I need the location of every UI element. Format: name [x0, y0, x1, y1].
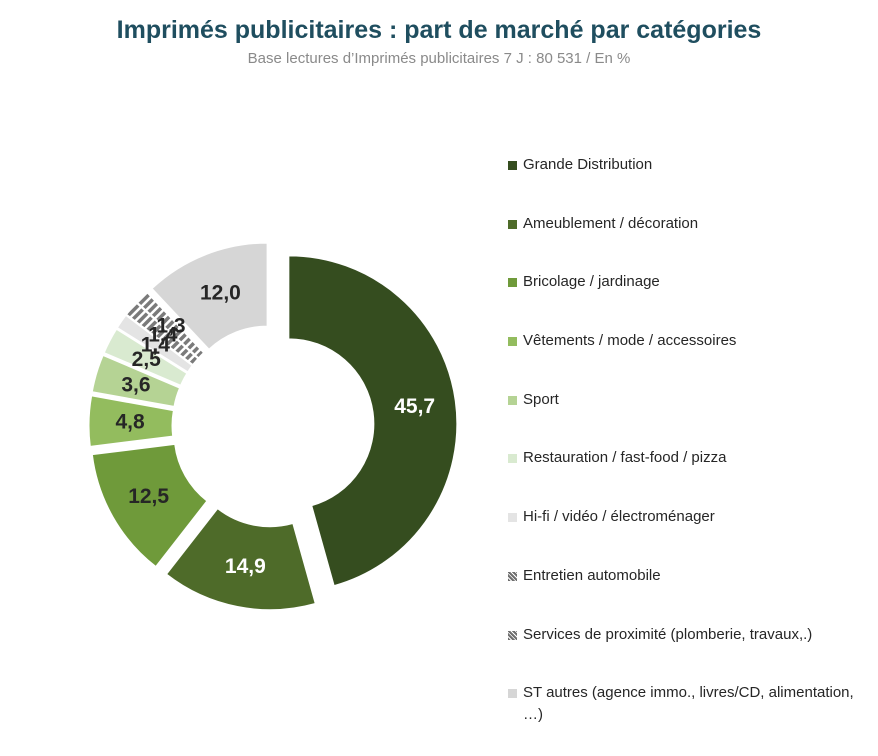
legend-item-sport: Sport	[508, 385, 868, 444]
slice-st-autres-agence-immo-livres-cd-alimentation	[151, 242, 268, 350]
chart-legend: Grande Distribution Ameublement / décorat…	[508, 150, 868, 737]
slice-restauration-fast-food-pizza	[103, 328, 188, 386]
legend-swatch	[508, 395, 517, 405]
legend-swatch	[508, 513, 517, 523]
slice-services-de-proximite-plomberie-travaux	[136, 291, 205, 359]
legend-item-st-autres-agence-immo-livres-cd-alimentation: ST autres (agence immo., livres/CD, alim…	[508, 678, 868, 737]
legend-item-restauration-fast-food-pizza: Restauration / fast-food / pizza	[508, 443, 868, 502]
legend-item-bricolage-jardinage: Bricolage / jardinage	[508, 267, 868, 326]
legend-item-vetements-mode-accessoires: Vêtements / mode / accessoires	[508, 326, 868, 385]
legend-swatch	[508, 630, 517, 640]
data-label-st-autres-agence-immo-livres-cd-alimentation: 12,0	[200, 282, 241, 305]
legend-label: Services de proximité (plomberie, travau…	[523, 625, 813, 643]
legend-item-entretien-automobile: Entretien automobile	[508, 561, 868, 620]
data-label-hi-fi-video-electromenager: 1,4	[141, 333, 171, 356]
legend-item-services-de-proximite-plomberie-travaux: Services de proximité (plomberie, travau…	[508, 620, 868, 679]
legend-label: Hi-fi / vidéo / électroménager	[523, 508, 715, 526]
data-label-services-de-proximite-plomberie-travaux: 1,3	[156, 314, 185, 337]
legend-item-ameublement-decoration: Ameublement / décoration	[508, 209, 868, 268]
legend-item-hi-fi-video-electromenager: Hi-fi / vidéo / électroménager	[508, 502, 868, 561]
slice-ameublement-decoration	[165, 508, 316, 611]
legend-swatch	[508, 219, 517, 229]
data-label-vetements-mode-accessoires: 4,8	[115, 411, 145, 434]
legend-label: Bricolage / jardinage	[523, 273, 660, 291]
data-label-entretien-automobile: 1,4	[148, 323, 178, 346]
legend-swatch	[508, 337, 517, 347]
slice-entretien-automobile	[126, 302, 199, 366]
data-label-ameublement-decoration: 14,9	[225, 555, 266, 578]
legend-label: ST autres (agence immo., livres/CD, alim…	[523, 684, 854, 724]
legend-swatch	[508, 454, 517, 464]
legend-label: Entretien automobile	[523, 566, 661, 584]
legend-item-grande-distribution: Grande Distribution	[508, 150, 868, 209]
chart-data-labels: 45,7 14,9 12,5 4,8 3,6 2,51,41,41,3 12,0	[115, 282, 435, 578]
slice-grande-distribution	[288, 255, 458, 587]
chart-slices	[88, 242, 458, 611]
legend-swatch	[508, 689, 517, 699]
data-label-restauration-fast-food-pizza: 2,5	[132, 348, 162, 371]
legend-swatch	[508, 278, 517, 288]
legend-label: Ameublement / décoration	[523, 214, 699, 232]
legend-label: Sport	[523, 390, 559, 408]
legend-label: Restauration / fast-food / pizza	[523, 449, 727, 467]
slice-vetements-mode-accessoires	[88, 395, 174, 447]
legend-swatch	[508, 161, 517, 170]
data-label-bricolage-jardinage: 12,5	[128, 485, 169, 508]
data-label-sport: 3,6	[121, 374, 150, 397]
data-label-grande-distribution: 45,7	[394, 395, 435, 418]
slice-bricolage-jardinage	[91, 443, 208, 568]
chart-subtitle: Base lectures d’Imprimés publicitaires 7…	[247, 50, 631, 67]
legend-label: Grande Distribution	[523, 156, 653, 173]
slice-hi-fi-video-electromenager	[116, 314, 193, 373]
chart-title: Imprimés publicitaires : part de marché …	[116, 16, 762, 44]
legend-label: Vêtements / mode / accessoires	[523, 332, 737, 350]
legend-swatch	[508, 571, 517, 581]
slice-sport	[91, 354, 181, 408]
